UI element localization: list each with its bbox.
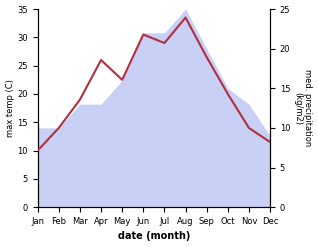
X-axis label: date (month): date (month) [118,231,190,242]
Y-axis label: max temp (C): max temp (C) [5,79,15,137]
Y-axis label: med. precipitation
(kg/m2): med. precipitation (kg/m2) [293,69,313,147]
